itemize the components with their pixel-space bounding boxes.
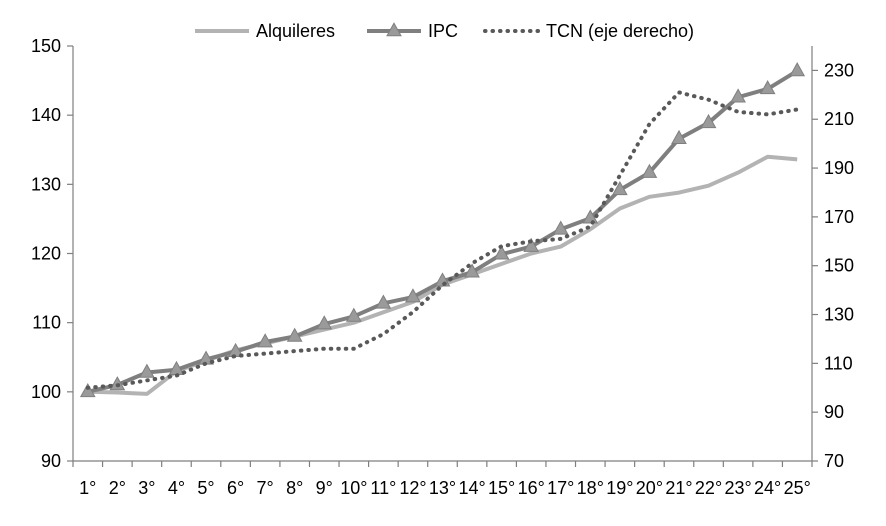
x-tick-label: 12° [399, 478, 426, 498]
x-tick-label: 14° [458, 478, 485, 498]
series-point-marker [552, 220, 569, 235]
series-point-marker [789, 62, 806, 77]
series-point-marker [641, 163, 658, 178]
series-line-3 [85, 90, 800, 390]
left-tick-label: 120 [31, 244, 61, 264]
series-point-marker [730, 88, 746, 103]
left-tick-label: 150 [31, 36, 61, 56]
right-tick-label: 90 [824, 402, 844, 422]
left-tick-label: 130 [31, 174, 61, 194]
x-tick-label: 24° [754, 478, 781, 498]
x-tick-label: 4° [168, 478, 185, 498]
series-point-marker [612, 181, 628, 196]
legend: Alquileres IPC TCN (eje derecho) [195, 21, 694, 41]
x-tick-label: 19° [606, 478, 633, 498]
left-tick-label: 110 [32, 313, 61, 333]
x-tick-label: 10° [340, 478, 367, 498]
x-tick-label: 3° [138, 478, 155, 498]
series-point-marker [257, 333, 273, 348]
right-tick-label: 190 [824, 158, 854, 178]
left-tick-label: 90 [41, 451, 61, 471]
right-tick-label: 110 [824, 353, 853, 373]
series-point-marker [139, 363, 155, 378]
axes-group [72, 46, 813, 462]
series-point-marker [671, 129, 687, 144]
x-tick-label: 11° [370, 478, 396, 498]
right-tick-label: 210 [824, 109, 854, 129]
series-point-marker [523, 237, 540, 252]
left-tick-label: 140 [31, 105, 61, 125]
series-point-marker [464, 263, 480, 278]
x-tick-label: 22° [695, 478, 722, 498]
left-tick-label: 100 [31, 382, 61, 402]
legend-label-1: Alquileres [256, 21, 335, 41]
right-tick-label: 170 [824, 207, 854, 227]
x-tick-label: 6° [227, 478, 244, 498]
legend-label-2: IPC [428, 21, 458, 41]
right-tick-label: 70 [824, 451, 844, 471]
legend-marker-icon [386, 22, 402, 37]
x-tick-label: 15° [488, 478, 515, 498]
series-point-marker [375, 294, 392, 309]
right-tick-label: 150 [824, 256, 854, 276]
series-line-2 [87, 69, 799, 394]
legend-label-3: TCN (eje derecho) [546, 21, 694, 41]
series-point-marker [759, 80, 776, 95]
series-point-marker [286, 327, 303, 342]
series-point-marker [493, 245, 510, 260]
series-point-marker [345, 307, 362, 322]
series-point-marker [316, 315, 333, 330]
series-layer [79, 62, 806, 398]
right-tick-label: 130 [824, 305, 854, 325]
x-tick-label: 13° [429, 478, 456, 498]
x-tick-label: 1° [79, 478, 96, 498]
x-tick-label: 9° [316, 478, 333, 498]
x-tick-label: 8° [286, 478, 303, 498]
x-tick-label: 18° [577, 478, 604, 498]
series-point-marker [700, 113, 717, 129]
x-tick-label: 7° [257, 478, 274, 498]
x-tick-label: 16° [518, 478, 545, 498]
series-point-marker [405, 288, 421, 303]
x-tick-label: 25° [784, 478, 811, 498]
x-tick-label: 5° [197, 478, 214, 498]
x-tick-label: 20° [636, 478, 663, 498]
x-tick-label: 21° [665, 478, 692, 498]
x-tick-label: 2° [109, 478, 126, 498]
right-tick-label: 230 [824, 60, 854, 80]
series-point-marker [79, 382, 96, 398]
x-tick-label: 17° [547, 478, 574, 498]
x-tick-label: 23° [724, 478, 751, 498]
series-point-marker [582, 209, 599, 224]
ticks-group: 90 100 110 120 130 140 150 70 90 110 130 150 170 190 2… [31, 36, 854, 498]
